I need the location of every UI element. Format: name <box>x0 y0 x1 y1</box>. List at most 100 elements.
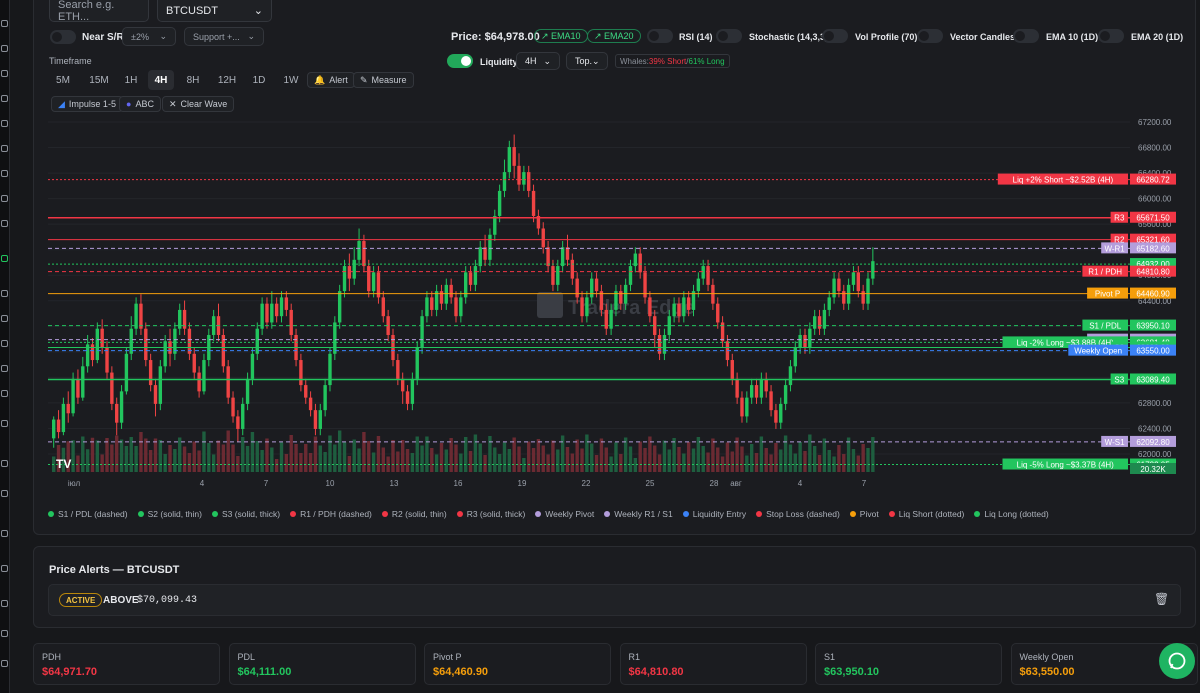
settings-icon[interactable] <box>1 530 8 537</box>
candle-body <box>66 403 70 414</box>
y-tick-label: 64400.00 <box>1138 297 1172 306</box>
timeframe-5m[interactable]: 5M <box>56 74 70 86</box>
volume-bar <box>546 454 550 472</box>
volume-bar <box>653 445 657 472</box>
timeframe-1h[interactable]: 1H <box>124 74 138 86</box>
abc-button[interactable]: ● ABC <box>119 96 161 112</box>
level-label-tag <box>1002 336 1128 348</box>
legend-dot <box>682 511 689 517</box>
rsi-toggle[interactable] <box>647 29 673 43</box>
candle-body <box>764 378 768 392</box>
level-label-tag <box>1110 211 1128 223</box>
symbol-select[interactable]: BTCUSDT ⌄ <box>157 0 272 22</box>
arrow-icon[interactable] <box>1 145 8 152</box>
timeframe-1d[interactable]: 1D <box>252 74 266 86</box>
cursor-icon[interactable] <box>1 20 8 27</box>
ema20-pill[interactable]: ↗ EMA20 <box>587 29 641 43</box>
pct-select[interactable]: ±2% ⌄ <box>122 27 176 46</box>
volume-bar <box>236 456 240 472</box>
liquidity-toggle[interactable] <box>447 54 473 68</box>
support-select[interactable]: Support +... ⌄ <box>184 27 264 46</box>
stoch-toggle[interactable] <box>716 29 742 43</box>
candle-body <box>400 378 405 392</box>
candle-body <box>396 360 400 379</box>
candle-body <box>381 297 385 317</box>
fire-icon[interactable] <box>1 365 8 372</box>
volume-bar <box>308 453 313 472</box>
candle-body <box>570 259 575 279</box>
grid-icon[interactable] <box>1 45 8 52</box>
ema20d-toggle[interactable] <box>1098 29 1124 43</box>
volume-bar <box>677 447 681 472</box>
refresh-icon[interactable] <box>1 420 8 427</box>
loop-icon[interactable] <box>1 315 8 322</box>
candle-body <box>682 297 686 317</box>
chat-button[interactable] <box>1159 643 1195 679</box>
volume-bar <box>604 447 608 472</box>
alert-label: Alert <box>329 75 348 85</box>
candle-body <box>342 266 347 292</box>
candle-body <box>803 334 807 348</box>
near-sr-toggle[interactable] <box>50 30 76 44</box>
candle-body <box>866 278 870 304</box>
logout-icon[interactable] <box>1 660 8 667</box>
timeframe-8h[interactable]: 8H <box>186 74 200 86</box>
volume-bar <box>725 442 730 472</box>
candle-body <box>192 353 196 373</box>
candle-body <box>861 291 865 304</box>
ema10-pill[interactable]: ↗ EMA10 <box>534 29 588 43</box>
candle-body <box>182 309 187 329</box>
volume-bar <box>405 449 410 472</box>
price-chart[interactable]: 67200.00 66800.00 66400.00 66000.00 65600.00… <box>48 118 1178 490</box>
wave-icon[interactable] <box>1 255 8 262</box>
search-input[interactable]: Search e.g. ETH... <box>49 0 149 23</box>
volume-value-tag <box>1130 463 1176 474</box>
alert-button[interactable]: 🔔 Alert <box>307 72 355 88</box>
vector-toggle[interactable] <box>917 29 943 43</box>
volume-bar <box>158 440 163 472</box>
timeframe-12h[interactable]: 12H <box>217 74 237 86</box>
send-icon[interactable] <box>1 290 8 297</box>
timeframe-15m[interactable]: 15M <box>89 74 109 86</box>
level-value: 65321.60 <box>1136 236 1170 245</box>
clear-wave-button[interactable]: ✕ Clear Wave <box>162 96 235 112</box>
rsi-label: RSI (14) <box>679 32 713 42</box>
volume-bar <box>497 454 502 472</box>
volume-bar <box>842 454 846 472</box>
candle-body <box>541 228 545 248</box>
candle-body <box>575 278 579 298</box>
circle-icon[interactable] <box>1 220 8 227</box>
volume-bar <box>420 445 424 472</box>
candle-body <box>769 391 773 411</box>
level-value-tag <box>1130 173 1176 185</box>
link-icon[interactable] <box>1 490 8 497</box>
clock-icon[interactable] <box>1 340 8 347</box>
legend-item: R2 (solid, thin) <box>381 509 447 519</box>
ema10d-toggle[interactable] <box>1013 29 1039 43</box>
star-icon[interactable] <box>1 70 8 77</box>
trend-icon[interactable] <box>1 120 8 127</box>
impulse-button[interactable]: ◢ Impulse 1-5 <box>51 96 123 112</box>
gear-icon[interactable] <box>1 565 8 572</box>
candle-body <box>245 378 250 404</box>
list-icon[interactable] <box>1 600 8 607</box>
brush-icon[interactable] <box>1 195 8 202</box>
timeframe-4h[interactable]: 4H <box>148 70 174 90</box>
chevron-down-icon: ⌄ <box>592 55 600 66</box>
measure-button[interactable]: ✎ Measure <box>353 72 414 88</box>
volprofile-toggle[interactable] <box>822 29 848 43</box>
timeframe-1w[interactable]: 1W <box>283 74 299 86</box>
trash-icon[interactable]: 🗑 <box>1154 592 1170 606</box>
liq-timeframe-select[interactable]: 4H ⌄ <box>516 52 560 70</box>
candle-body <box>609 309 613 329</box>
volume-bar <box>628 446 633 472</box>
level-label: S3 <box>1114 375 1124 384</box>
chart-icon[interactable] <box>1 95 8 102</box>
candle-body <box>434 291 439 310</box>
copy-icon[interactable] <box>1 390 8 397</box>
down-icon[interactable] <box>1 170 8 177</box>
bell-icon[interactable] <box>1 460 8 467</box>
candle-body <box>812 316 817 329</box>
info-icon[interactable] <box>1 630 8 637</box>
liq-mode-select[interactable]: Top. ⌄ <box>566 52 608 70</box>
